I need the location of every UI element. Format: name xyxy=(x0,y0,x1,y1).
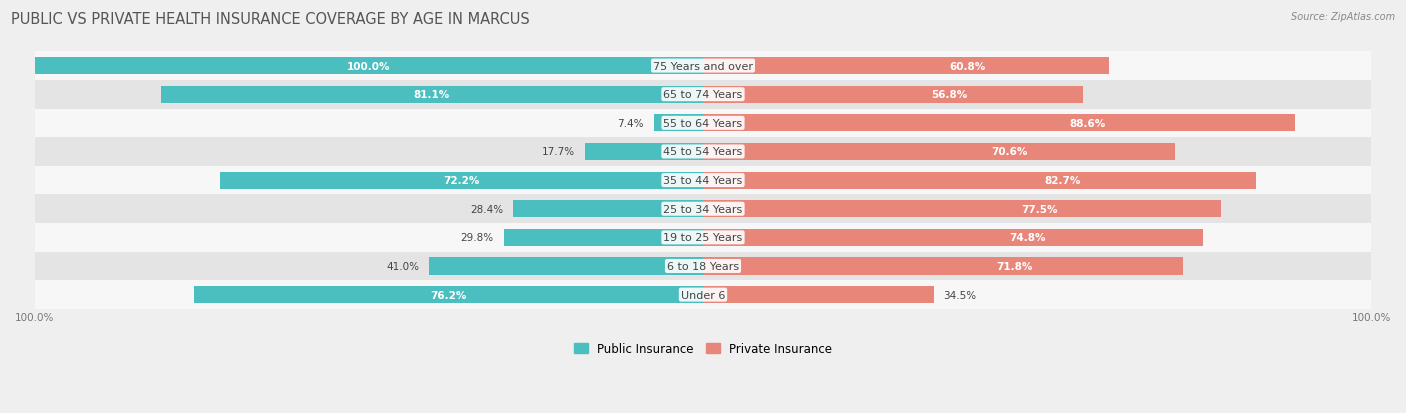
Text: 75 Years and over: 75 Years and over xyxy=(652,62,754,71)
Bar xyxy=(221,172,703,189)
Bar xyxy=(703,201,1220,218)
Bar xyxy=(35,223,1371,252)
Text: 88.6%: 88.6% xyxy=(1070,119,1107,128)
Bar xyxy=(513,201,703,218)
Bar xyxy=(35,195,1371,223)
Text: 65 to 74 Years: 65 to 74 Years xyxy=(664,90,742,100)
Bar xyxy=(703,229,1204,246)
Bar xyxy=(703,86,1083,104)
Text: Source: ZipAtlas.com: Source: ZipAtlas.com xyxy=(1291,12,1395,22)
Bar xyxy=(503,229,703,246)
Text: 28.4%: 28.4% xyxy=(470,204,503,214)
Bar xyxy=(162,86,703,104)
Text: PUBLIC VS PRIVATE HEALTH INSURANCE COVERAGE BY AGE IN MARCUS: PUBLIC VS PRIVATE HEALTH INSURANCE COVER… xyxy=(11,12,530,27)
Bar xyxy=(35,52,1371,81)
Text: 56.8%: 56.8% xyxy=(932,90,967,100)
Bar xyxy=(35,109,1371,138)
Text: 25 to 34 Years: 25 to 34 Years xyxy=(664,204,742,214)
Bar xyxy=(429,258,703,275)
Text: 55 to 64 Years: 55 to 64 Years xyxy=(664,119,742,128)
Bar xyxy=(35,252,1371,280)
Bar xyxy=(194,286,703,304)
Bar xyxy=(703,115,1295,132)
Bar xyxy=(703,286,934,304)
Bar xyxy=(703,144,1175,161)
Bar xyxy=(703,58,1109,75)
Text: 82.7%: 82.7% xyxy=(1045,176,1080,186)
Bar xyxy=(35,138,1371,166)
Text: Under 6: Under 6 xyxy=(681,290,725,300)
Bar xyxy=(703,258,1182,275)
Text: 19 to 25 Years: 19 to 25 Years xyxy=(664,233,742,243)
Bar xyxy=(35,81,1371,109)
Bar xyxy=(585,144,703,161)
Text: 29.8%: 29.8% xyxy=(461,233,494,243)
Bar xyxy=(654,115,703,132)
Text: 77.5%: 77.5% xyxy=(1021,204,1057,214)
Bar xyxy=(35,166,1371,195)
Text: 71.8%: 71.8% xyxy=(997,261,1033,271)
Text: 72.2%: 72.2% xyxy=(443,176,479,186)
Text: 45 to 54 Years: 45 to 54 Years xyxy=(664,147,742,157)
Text: 7.4%: 7.4% xyxy=(617,119,644,128)
Bar xyxy=(35,280,1371,309)
Text: 41.0%: 41.0% xyxy=(387,261,419,271)
Text: 70.6%: 70.6% xyxy=(991,147,1028,157)
Bar xyxy=(35,58,703,75)
Text: 60.8%: 60.8% xyxy=(949,62,986,71)
Text: 34.5%: 34.5% xyxy=(943,290,977,300)
Text: 17.7%: 17.7% xyxy=(541,147,575,157)
Text: 81.1%: 81.1% xyxy=(413,90,450,100)
Bar xyxy=(703,172,1256,189)
Text: 100.0%: 100.0% xyxy=(347,62,391,71)
Text: 35 to 44 Years: 35 to 44 Years xyxy=(664,176,742,186)
Legend: Public Insurance, Private Insurance: Public Insurance, Private Insurance xyxy=(569,337,837,360)
Text: 6 to 18 Years: 6 to 18 Years xyxy=(666,261,740,271)
Text: 74.8%: 74.8% xyxy=(1010,233,1046,243)
Text: 76.2%: 76.2% xyxy=(430,290,467,300)
